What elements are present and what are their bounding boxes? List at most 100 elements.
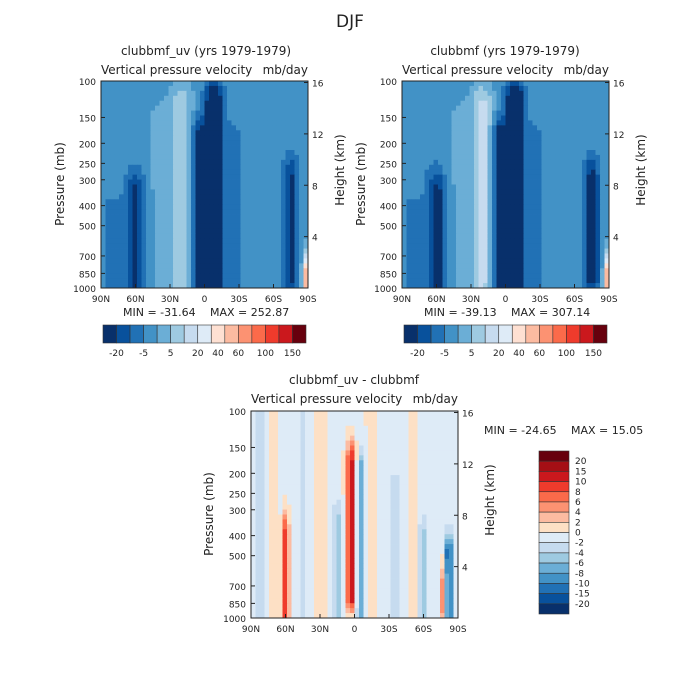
contour-cell	[460, 174, 466, 180]
contour-cell	[422, 425, 427, 432]
contour-cell	[168, 105, 174, 111]
contour-cell	[227, 120, 232, 126]
contour-cell	[550, 258, 556, 264]
contour-cell	[404, 411, 409, 417]
contour-cell	[164, 258, 169, 264]
contour-cell	[303, 90, 309, 97]
contour-cell	[332, 489, 337, 496]
contour-cell	[435, 475, 441, 481]
contour-cell	[195, 194, 201, 200]
contour-cell	[150, 214, 156, 220]
contour-cell	[420, 169, 425, 176]
contour-cell	[568, 159, 574, 166]
contour-cell	[200, 110, 205, 116]
contour-cell	[519, 81, 524, 87]
contour-cell	[591, 223, 596, 230]
contour-cell	[150, 223, 156, 230]
contour-cell	[505, 283, 511, 289]
contour-cell	[159, 243, 165, 249]
contour-cell	[110, 253, 115, 259]
contour-cell	[231, 248, 237, 254]
contour-cell	[469, 248, 475, 254]
contour-cell	[258, 90, 264, 97]
contour-cell	[444, 509, 450, 515]
contour-cell	[236, 194, 241, 200]
contour-cell	[222, 154, 228, 161]
contour-cell	[537, 204, 542, 210]
contour-cell	[209, 238, 214, 245]
contour-cell	[415, 273, 421, 279]
contour-cell	[110, 184, 115, 190]
contour-cell	[523, 204, 529, 210]
contour-cell	[429, 204, 434, 210]
contour-cell	[218, 150, 223, 156]
contour-cell	[537, 95, 542, 102]
contour-cell	[267, 100, 273, 107]
contour-cell	[258, 140, 264, 146]
contour-cell	[465, 238, 470, 245]
contour-cell	[195, 85, 201, 92]
contour-cell	[390, 430, 396, 437]
contour-cell	[438, 179, 443, 185]
contour-cell	[222, 194, 228, 200]
contour-cell	[168, 238, 174, 245]
contour-cell	[586, 179, 592, 185]
contour-cell	[141, 273, 147, 279]
contour-cell	[595, 174, 601, 180]
contour-cell	[514, 209, 520, 215]
contour-cell	[164, 233, 169, 240]
contour-cell	[456, 105, 461, 111]
contour-cell	[595, 150, 601, 156]
contour-cell	[600, 115, 605, 121]
contour-cell	[254, 90, 259, 97]
contour-cell	[600, 154, 605, 161]
contour-cell	[296, 435, 301, 441]
contour-cell	[591, 209, 596, 215]
contour-cell	[314, 475, 319, 481]
contour-cell	[442, 150, 448, 156]
contour-cell	[417, 425, 423, 432]
contour-cell	[555, 85, 560, 92]
contour-cell	[415, 81, 421, 87]
contour-cell	[577, 110, 583, 116]
contour-cell	[541, 204, 547, 210]
contour-cell	[327, 509, 333, 515]
contour-cell	[442, 248, 448, 254]
contour-cell	[541, 273, 547, 279]
contour-cell	[442, 228, 448, 235]
y-tick-label: 850	[79, 270, 96, 280]
contour-cell	[263, 209, 268, 215]
contour-cell	[213, 273, 219, 279]
contour-cell	[478, 110, 484, 116]
contour-cell	[110, 145, 115, 151]
contour-cell	[411, 159, 416, 166]
contour-cell	[267, 228, 273, 235]
contour-cell	[105, 268, 111, 274]
contour-cell	[519, 253, 524, 259]
contour-cell	[231, 105, 237, 111]
contour-cell	[276, 258, 282, 264]
contour-cell	[399, 470, 405, 476]
contour-cell	[519, 273, 524, 279]
contour-cell	[591, 169, 596, 176]
contour-cell	[564, 228, 569, 235]
contour-cell	[155, 140, 160, 146]
contour-cell	[501, 90, 506, 97]
contour-cell	[137, 214, 142, 220]
contour-cell	[541, 150, 547, 156]
contour-cell	[413, 450, 418, 456]
contour-cell	[577, 263, 583, 269]
contour-cell	[123, 283, 129, 289]
contour-cell	[453, 494, 459, 501]
contour-cell	[442, 179, 448, 185]
contour-cell	[604, 130, 610, 136]
contour-cell	[501, 233, 506, 240]
contour-cell	[123, 214, 129, 220]
contour-cell	[429, 273, 434, 279]
contour-cell	[254, 278, 259, 284]
contour-cell	[281, 189, 286, 195]
contour-cell	[451, 95, 457, 102]
contour-cell	[305, 465, 310, 471]
contour-cell	[363, 465, 369, 471]
contour-cell	[222, 268, 228, 274]
